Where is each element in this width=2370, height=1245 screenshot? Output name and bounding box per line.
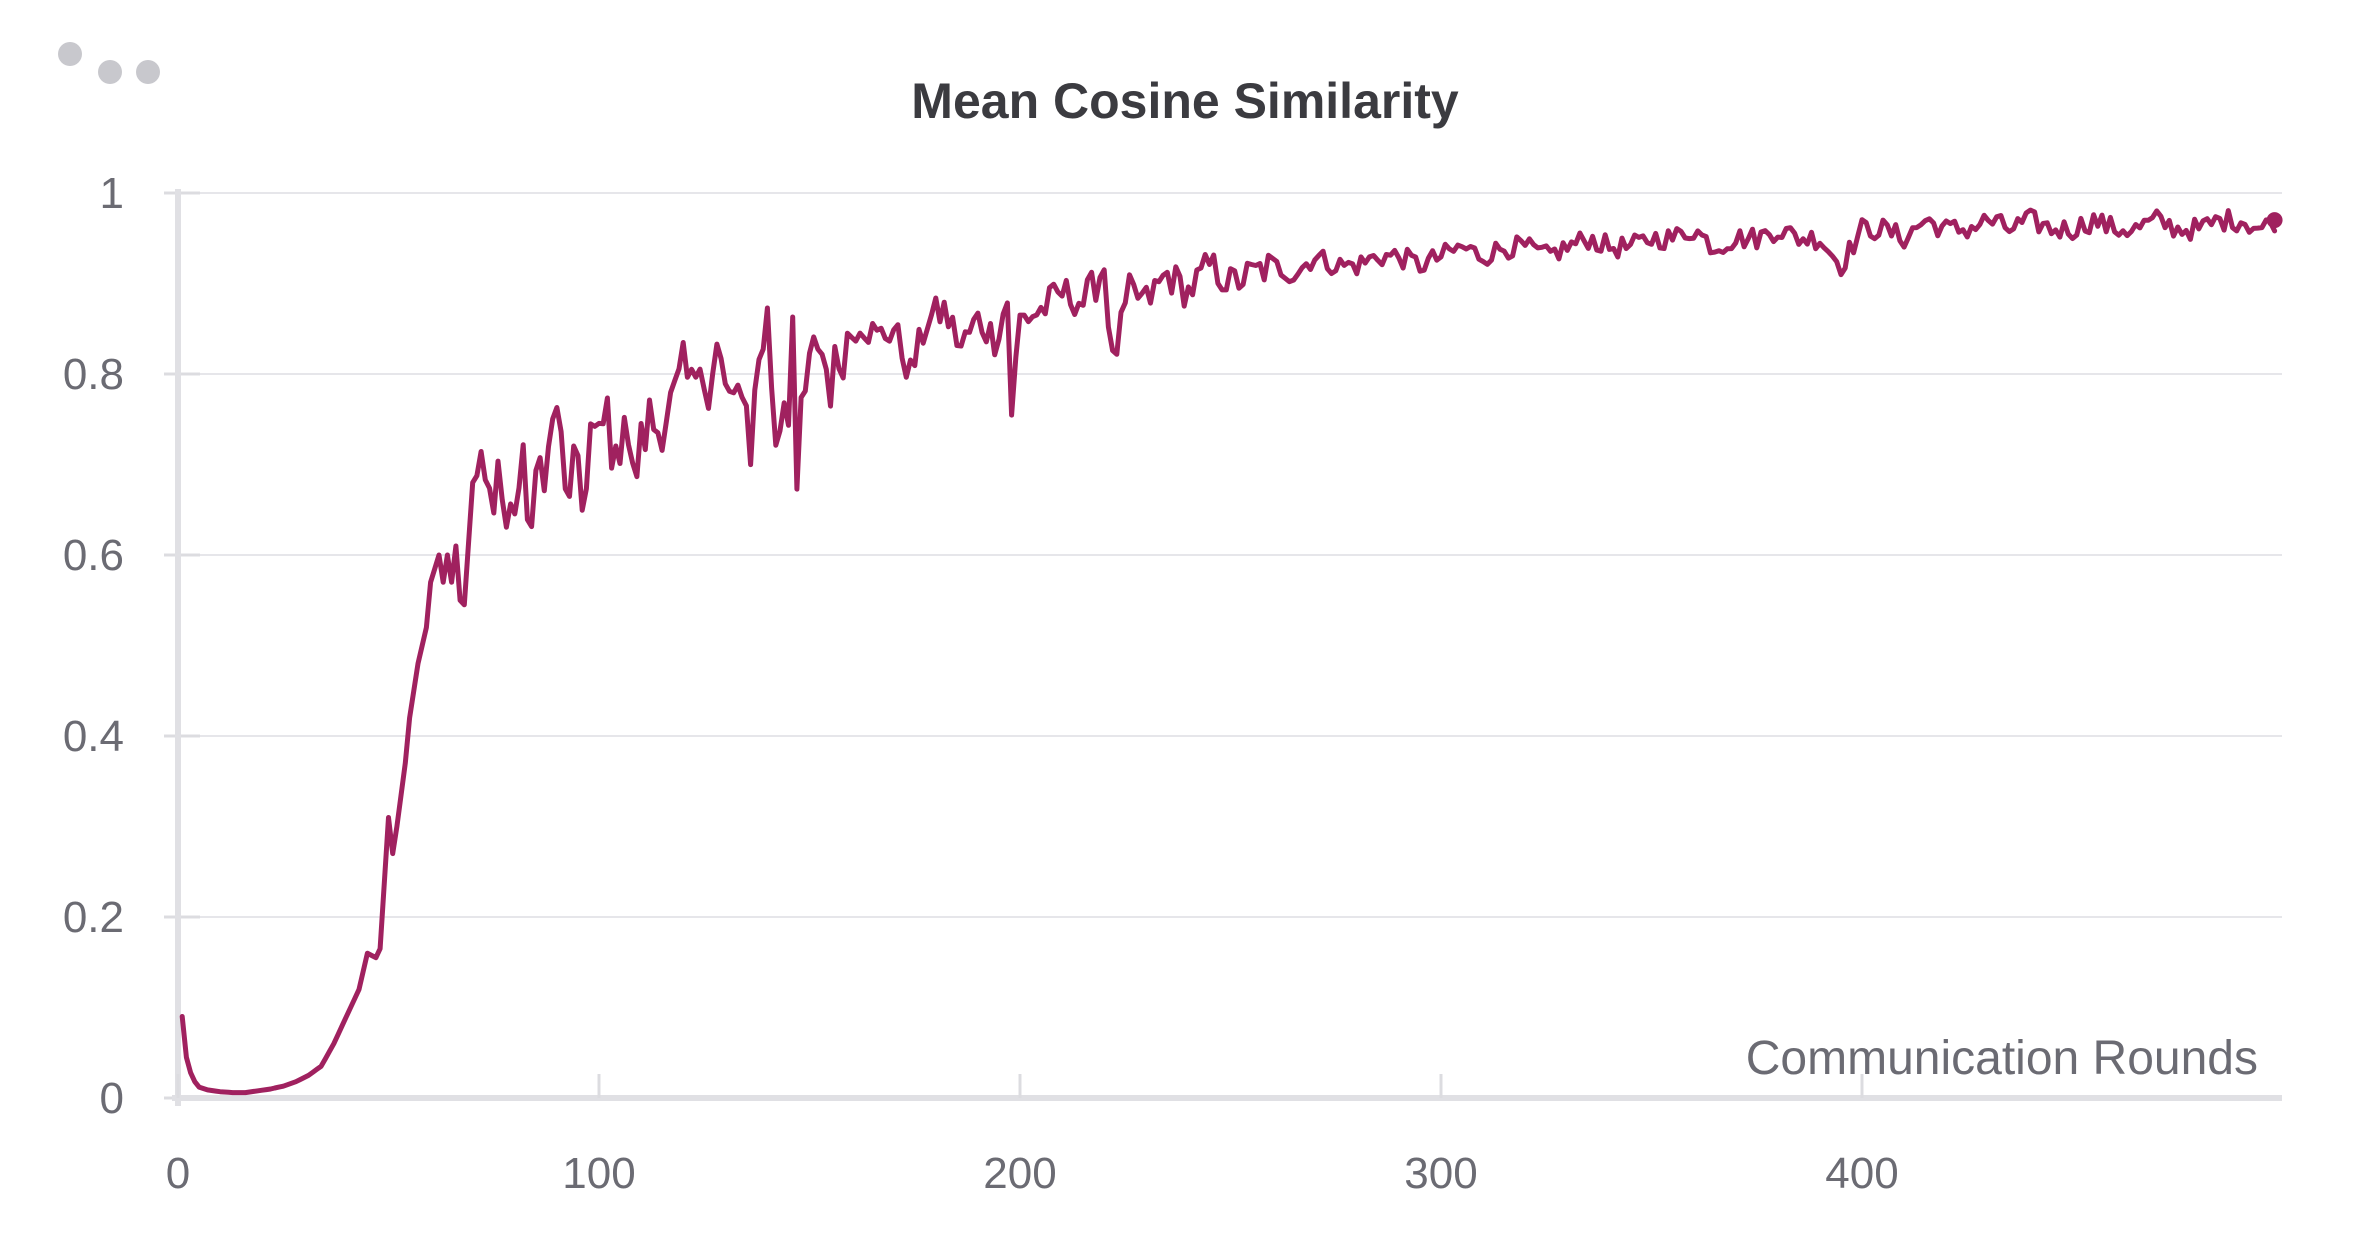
x-tick-label: 200 bbox=[983, 1149, 1056, 1198]
series-line bbox=[179, 207, 2278, 1096]
x-tick-label: 0 bbox=[166, 1149, 190, 1198]
y-tick-label: 0.2 bbox=[63, 893, 124, 942]
menu-dot-icon bbox=[98, 60, 122, 84]
gridlines bbox=[178, 192, 2282, 918]
axes bbox=[164, 189, 2282, 1106]
panel-menu-button[interactable] bbox=[52, 36, 172, 96]
y-tick-label: 0 bbox=[100, 1074, 124, 1123]
x-tick-label: 300 bbox=[1404, 1149, 1477, 1198]
menu-dot-icon bbox=[136, 60, 160, 84]
y-tick-label: 0.4 bbox=[63, 712, 124, 761]
x-axis-title: Communication Rounds bbox=[1746, 1032, 2258, 1085]
y-tick-label: 1 bbox=[100, 169, 124, 218]
series-layer bbox=[179, 207, 2283, 1096]
x-tick-label: 100 bbox=[562, 1149, 635, 1198]
tick-labels: 0 0.2 0.4 0.6 0.8 1 0 100 200 300 400 bbox=[63, 169, 1899, 1198]
y-tick-label: 0.8 bbox=[63, 350, 124, 399]
y-tick-label: 0.6 bbox=[63, 531, 124, 580]
chart-title: Mean Cosine Similarity bbox=[911, 73, 1459, 129]
series-end-point bbox=[2266, 212, 2283, 229]
menu-dot-icon bbox=[58, 42, 82, 66]
x-tick-label: 400 bbox=[1825, 1149, 1898, 1198]
